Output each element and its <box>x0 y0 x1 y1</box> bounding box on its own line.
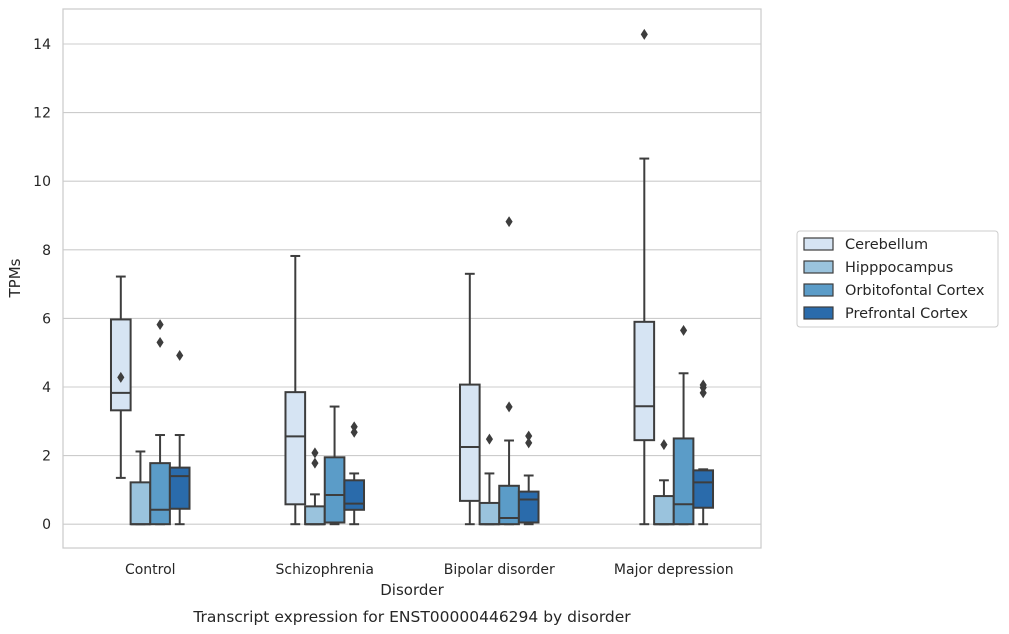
box-orbitofontal-cortex <box>498 216 520 526</box>
box <box>653 495 675 526</box>
outlier-point <box>156 336 164 348</box>
box <box>692 469 715 509</box>
x-tick-labels: Control Schizophrenia Bipolar disorder Majo… <box>125 562 734 578</box>
box <box>109 318 132 412</box>
y-tick-label: 8 <box>42 243 51 259</box>
x-tick-label: Schizophrenia <box>276 562 374 578</box>
box <box>517 490 540 524</box>
box-hipppocampus <box>304 447 326 526</box>
outlier-point <box>311 457 319 469</box>
y-tick-label: 10 <box>33 174 51 190</box>
outlier-point <box>176 349 184 361</box>
legend-frame <box>796 230 999 328</box>
outlier-point <box>525 437 533 449</box>
legend-swatch <box>803 306 834 320</box>
box <box>149 462 171 526</box>
legend-swatch <box>803 237 834 251</box>
legend-swatch <box>803 283 834 297</box>
outlier-point <box>525 430 533 442</box>
outlier-point <box>156 319 164 331</box>
box <box>478 501 501 526</box>
legend-label: Hipppocampus <box>845 260 953 276</box>
box-hipppocampus <box>129 450 152 526</box>
legend-label: Orbitofontal Cortex <box>845 283 985 299</box>
outlier-point <box>311 447 319 459</box>
y-tick-label: 4 <box>42 380 51 396</box>
box-cerebellum <box>109 275 132 479</box>
outlier-point <box>350 426 358 438</box>
box <box>323 456 346 524</box>
y-axis-label: TPMs <box>6 258 24 298</box>
box <box>633 320 656 442</box>
outlier-point <box>505 216 513 228</box>
x-axis-label: Disorder <box>380 581 444 599</box>
plot-frame <box>62 8 762 549</box>
box-orbitofontal-cortex <box>149 319 171 526</box>
box <box>168 466 191 510</box>
x-tick-label: Major depression <box>614 562 734 578</box>
y-tick-label: 12 <box>33 106 51 122</box>
x-tick-label: Bipolar disorder <box>444 562 555 578</box>
outlier-point <box>350 421 358 433</box>
box-groups <box>109 28 715 526</box>
outlier-point <box>679 324 688 336</box>
box-prefrontal-cortex <box>168 349 191 526</box>
outlier-point <box>699 379 707 391</box>
box-prefrontal-cortex <box>517 430 540 526</box>
box <box>304 505 326 526</box>
box <box>458 383 481 502</box>
y-tick-label: 2 <box>42 449 51 465</box>
x-tick-label: Control <box>125 562 176 578</box>
y-tick-label: 6 <box>42 311 51 327</box>
box-cerebellum <box>633 28 656 526</box>
figure-caption: Transcript expression for ENST0000044629… <box>192 608 631 626</box>
box-cerebellum <box>284 254 307 526</box>
box <box>284 391 307 506</box>
outlier-point <box>640 28 648 40</box>
box-prefrontal-cortex <box>343 421 366 526</box>
box-cerebellum <box>458 272 481 526</box>
legend-label: Cerebellum <box>845 237 928 253</box>
legend: Cerebellum Hipppocampus Orbitofontal Corte… <box>796 230 999 328</box>
outlier-point <box>660 439 668 451</box>
box <box>343 479 366 511</box>
outlier-point <box>117 371 125 383</box>
legend-swatch <box>803 260 834 274</box>
legend-label: Prefrontal Cortex <box>845 306 968 322</box>
box <box>672 437 695 526</box>
outlier-point <box>485 433 494 445</box>
y-tick-label: 0 <box>42 517 51 533</box>
box-hipppocampus <box>653 439 675 526</box>
box-hipppocampus <box>478 433 501 526</box>
box <box>129 481 152 526</box>
y-tick-labels: 0 2 4 6 8 10 12 14 <box>33 37 51 533</box>
box-prefrontal-cortex <box>692 379 715 526</box>
outlier-point <box>505 401 513 413</box>
box-orbitofontal-cortex <box>672 324 695 526</box>
y-tick-label: 14 <box>33 37 51 53</box>
